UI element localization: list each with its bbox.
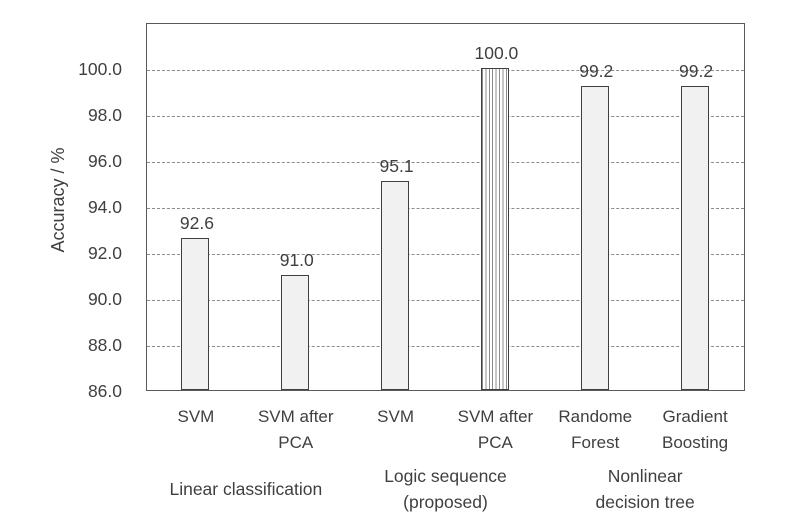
plot-area: 92.6 91.0 95.1 100.0 99.2 99.2 xyxy=(146,23,745,391)
category-label: SVM after PCA xyxy=(257,407,334,452)
bar-value-label: 100.0 xyxy=(474,43,519,63)
y-tick-label: 90.0 xyxy=(87,289,122,309)
gridline-y-100 xyxy=(147,70,744,71)
bar-value-label: 91.0 xyxy=(279,250,314,270)
gridline-y-92 xyxy=(147,254,744,255)
y-tick-label: 96.0 xyxy=(87,151,122,171)
group-label-2: Logic sequence (proposed) xyxy=(384,465,507,513)
gridline-y-88 xyxy=(147,346,744,347)
group-label-3: Nonlinear decision tree xyxy=(595,465,695,513)
category-label: SVM after PCA xyxy=(457,407,534,452)
bar-value-label: 95.1 xyxy=(379,155,414,176)
y-tick-label: 100.0 xyxy=(78,59,122,79)
category-label: Randome Forest xyxy=(558,407,633,452)
y-tick-label: 88.0 xyxy=(87,335,122,355)
category-label: SVM xyxy=(377,407,414,426)
category-label: Gradient Boosting xyxy=(661,407,729,452)
y-tick-label: 86.0 xyxy=(87,381,122,401)
gridline-y-90 xyxy=(147,300,744,301)
group-label-1: Linear classification xyxy=(169,478,323,499)
bar-4 xyxy=(480,68,509,390)
bar-value-label: 92.6 xyxy=(179,213,214,234)
bar-value-label: 99.2 xyxy=(579,61,614,82)
category-label: SVM xyxy=(177,407,215,426)
bar-1 xyxy=(181,238,210,390)
bar-3 xyxy=(381,180,410,390)
gridline-y-96 xyxy=(147,162,744,163)
y-tick-label: 98.0 xyxy=(87,105,122,125)
bar-6 xyxy=(680,86,709,390)
y-tick-label: 94.0 xyxy=(87,197,122,217)
bar-value-label: 99.2 xyxy=(679,61,714,82)
bar-2 xyxy=(281,275,310,390)
bar-5 xyxy=(580,86,609,390)
gridline-y-94 xyxy=(147,208,744,209)
y-tick-label: 92.0 xyxy=(87,243,122,263)
gridline-y-98 xyxy=(147,116,744,117)
